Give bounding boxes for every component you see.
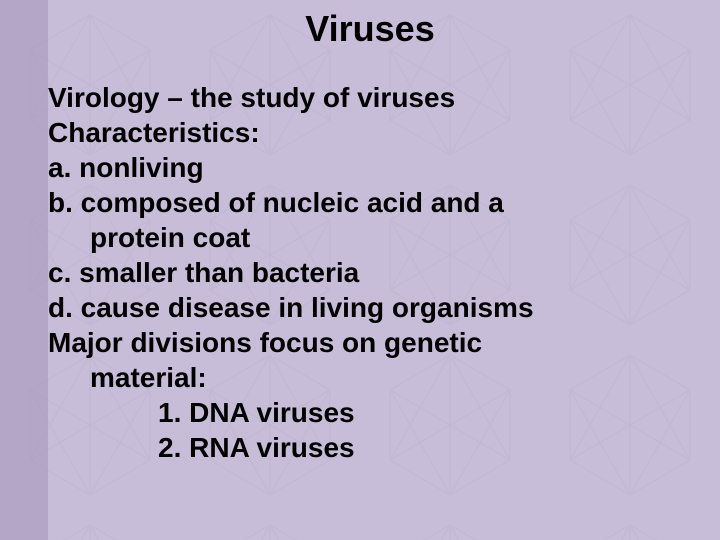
body-line: Characteristics: [48, 115, 692, 150]
body-line-numbered: 1. DNA viruses [48, 395, 692, 430]
body-line-hang: protein coat [48, 220, 692, 255]
slide-body: Virology – the study of viruses Characte… [48, 80, 692, 465]
body-line: c. smaller than bacteria [48, 255, 692, 290]
body-line: a. nonliving [48, 150, 692, 185]
slide-content: Viruses Virology – the study of viruses … [0, 0, 720, 465]
body-line-hang: material: [48, 360, 692, 395]
slide-title: Viruses [48, 8, 692, 50]
body-line-numbered: 2. RNA viruses [48, 430, 692, 465]
body-line: Virology – the study of viruses [48, 80, 692, 115]
body-line: Major divisions focus on genetic [48, 325, 692, 360]
body-line: d. cause disease in living organisms [48, 290, 692, 325]
body-line: b. composed of nucleic acid and a [48, 185, 692, 220]
